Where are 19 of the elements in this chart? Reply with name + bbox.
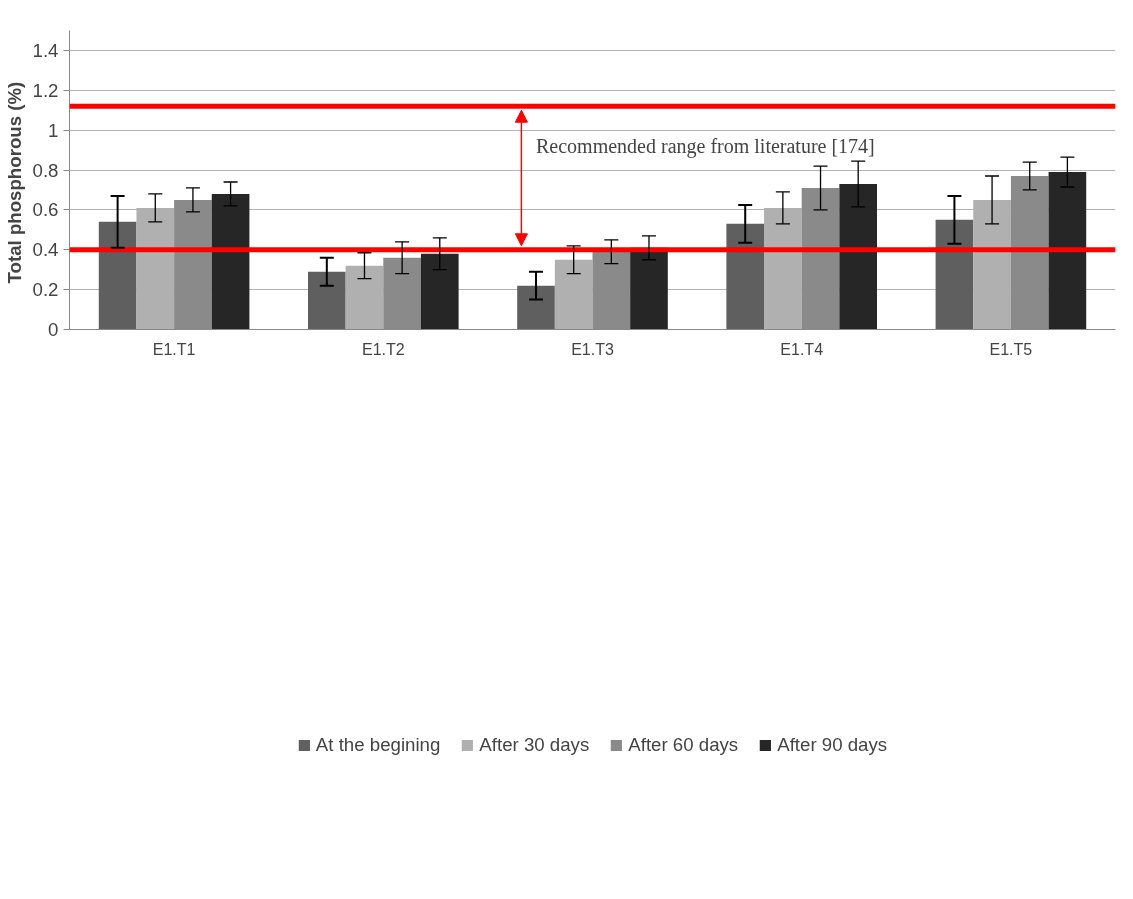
x-tick-label: E1.T1: [152, 340, 196, 358]
y-tick-label: 0.4: [32, 239, 59, 261]
y-tick-label: 0.8: [32, 159, 59, 181]
legend-label: After 60 days: [628, 733, 739, 756]
annotation: Recommended range from literature [174]: [536, 135, 875, 159]
legend-label: At the begining: [315, 733, 441, 756]
y-axis-title: Total phosphorous (%): [3, 81, 25, 284]
y-tick-label: 1.2: [32, 79, 59, 101]
x-tick-label: E1.T3: [571, 340, 614, 358]
y-tick-label: 1: [48, 119, 59, 141]
x-tick-label: E1.T4: [780, 340, 824, 358]
y-tick-label: 0: [48, 319, 59, 340]
x-tick-label: E1.T5: [989, 340, 1033, 358]
y-tick-label: 1.4: [32, 39, 59, 61]
legend-label: After 90 days: [777, 733, 888, 756]
x-tick-label: E1.T2: [361, 340, 405, 358]
y-tick-label: 0.2: [32, 279, 59, 301]
y-tick-label: 0.6: [32, 199, 59, 221]
legend-label: After 30 days: [479, 733, 590, 756]
